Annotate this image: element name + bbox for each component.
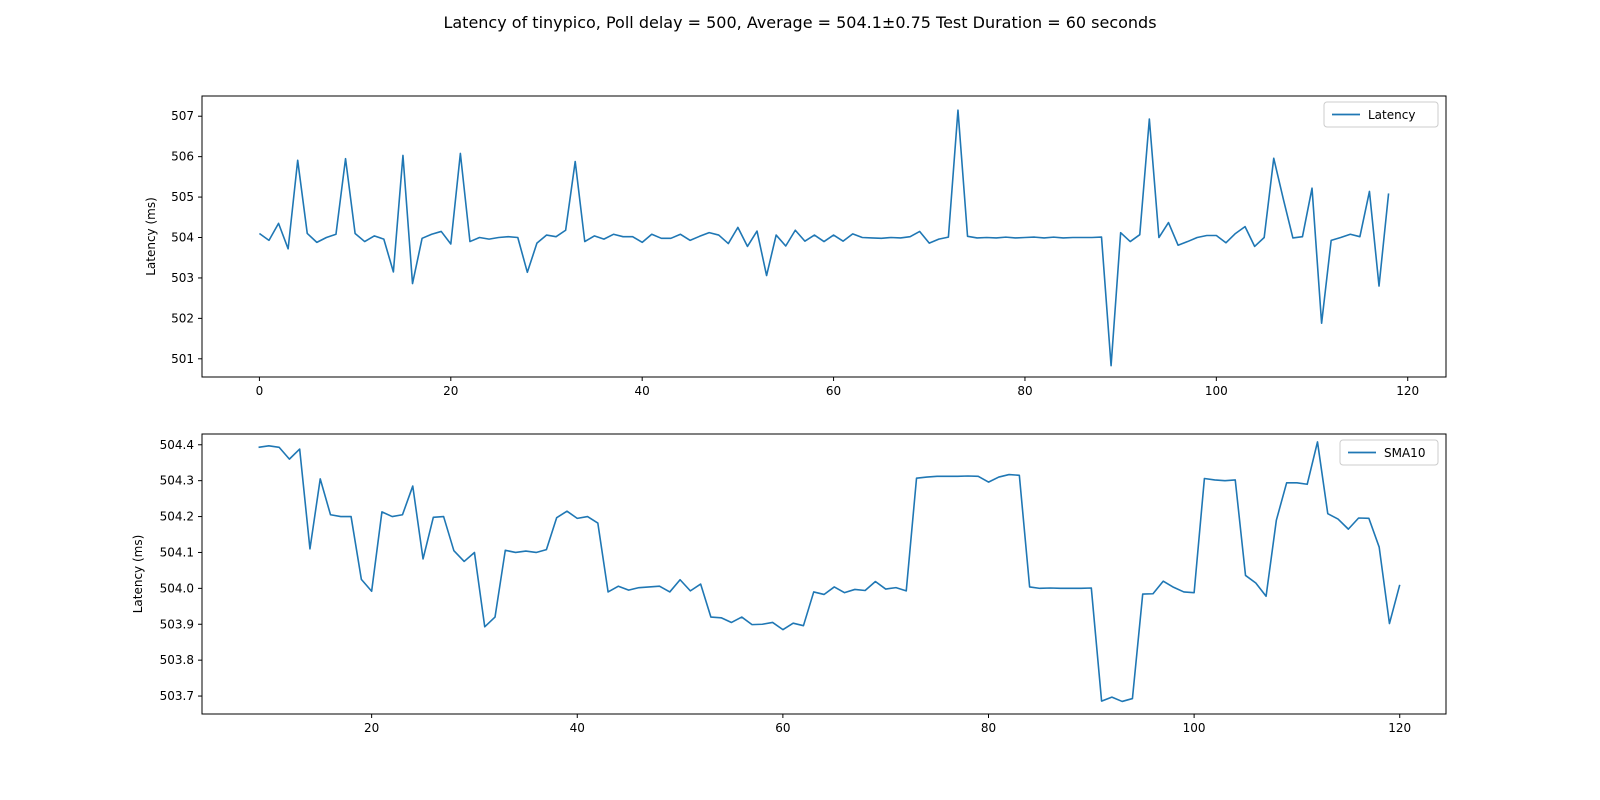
- latency-series-line: [258, 109, 1390, 367]
- sma10-x-tick-label: 100: [1183, 721, 1206, 735]
- sma10-y-tick-label: 504.0: [160, 581, 194, 595]
- latency-x-tick-label: 20: [443, 384, 458, 398]
- sma10-y-tick-label: 504.4: [160, 438, 194, 452]
- sma10-x-tick-label: 20: [364, 721, 379, 735]
- sma10-x-tick-label: 80: [981, 721, 996, 735]
- latency-legend-label: Latency: [1368, 108, 1415, 122]
- latency-x-tick-label: 80: [1017, 384, 1032, 398]
- latency-y-tick-label: 504: [171, 231, 194, 245]
- latency-y-tick-label: 505: [171, 190, 194, 204]
- sma10-legend-box: [1339, 439, 1439, 466]
- latency-x-tick-label: 100: [1205, 384, 1228, 398]
- latency-x-tick-label: 0: [256, 384, 264, 398]
- latency-y-tick-label: 503: [171, 271, 194, 285]
- sma10-legend-label: SMA10: [1384, 446, 1425, 460]
- sma10-x-tick-label: 60: [775, 721, 790, 735]
- sma10-series-line: [258, 441, 1401, 703]
- sma10-axes-frame: [201, 433, 1447, 715]
- latency-y-tick-label: 507: [171, 109, 194, 123]
- latency-axes-frame: [201, 95, 1447, 378]
- sma10-y-tick-label: 504.2: [160, 510, 194, 524]
- sma10-y-tick-label: 504.1: [160, 545, 194, 559]
- latency-x-tick-label: 120: [1396, 384, 1419, 398]
- sma10-y-tick-label: 503.9: [160, 617, 194, 631]
- sma10-x-tick-label: 40: [570, 721, 585, 735]
- sma10-y-tick-label: 503.7: [160, 689, 194, 703]
- latency-x-tick-label: 60: [826, 384, 841, 398]
- latency-y-tick-label: 506: [171, 150, 194, 164]
- latency-y-axis-label: Latency (ms): [144, 197, 158, 276]
- latency-legend-box: [1323, 101, 1439, 128]
- sma10-y-axis-label: Latency (ms): [131, 535, 145, 614]
- figure-title: Latency of tinypico, Poll delay = 500, A…: [443, 13, 1157, 32]
- latency-y-tick-label: 502: [171, 311, 194, 325]
- sma10-y-tick-label: 503.8: [160, 653, 194, 667]
- sma10-subplot: 20 40 60 80 100 120 503.7 503.8 503.9 504.0 504.1 5…: [131, 433, 1447, 735]
- sma10-y-tick-label: 504.3: [160, 474, 194, 488]
- latency-subplot: 0 20 40 60 80 100 120 501 502 503 504 505 506 507 Late…: [144, 95, 1447, 398]
- latency-x-tick-label: 40: [635, 384, 650, 398]
- latency-y-tick-label: 501: [171, 352, 194, 366]
- sma10-x-tick-label: 120: [1388, 721, 1411, 735]
